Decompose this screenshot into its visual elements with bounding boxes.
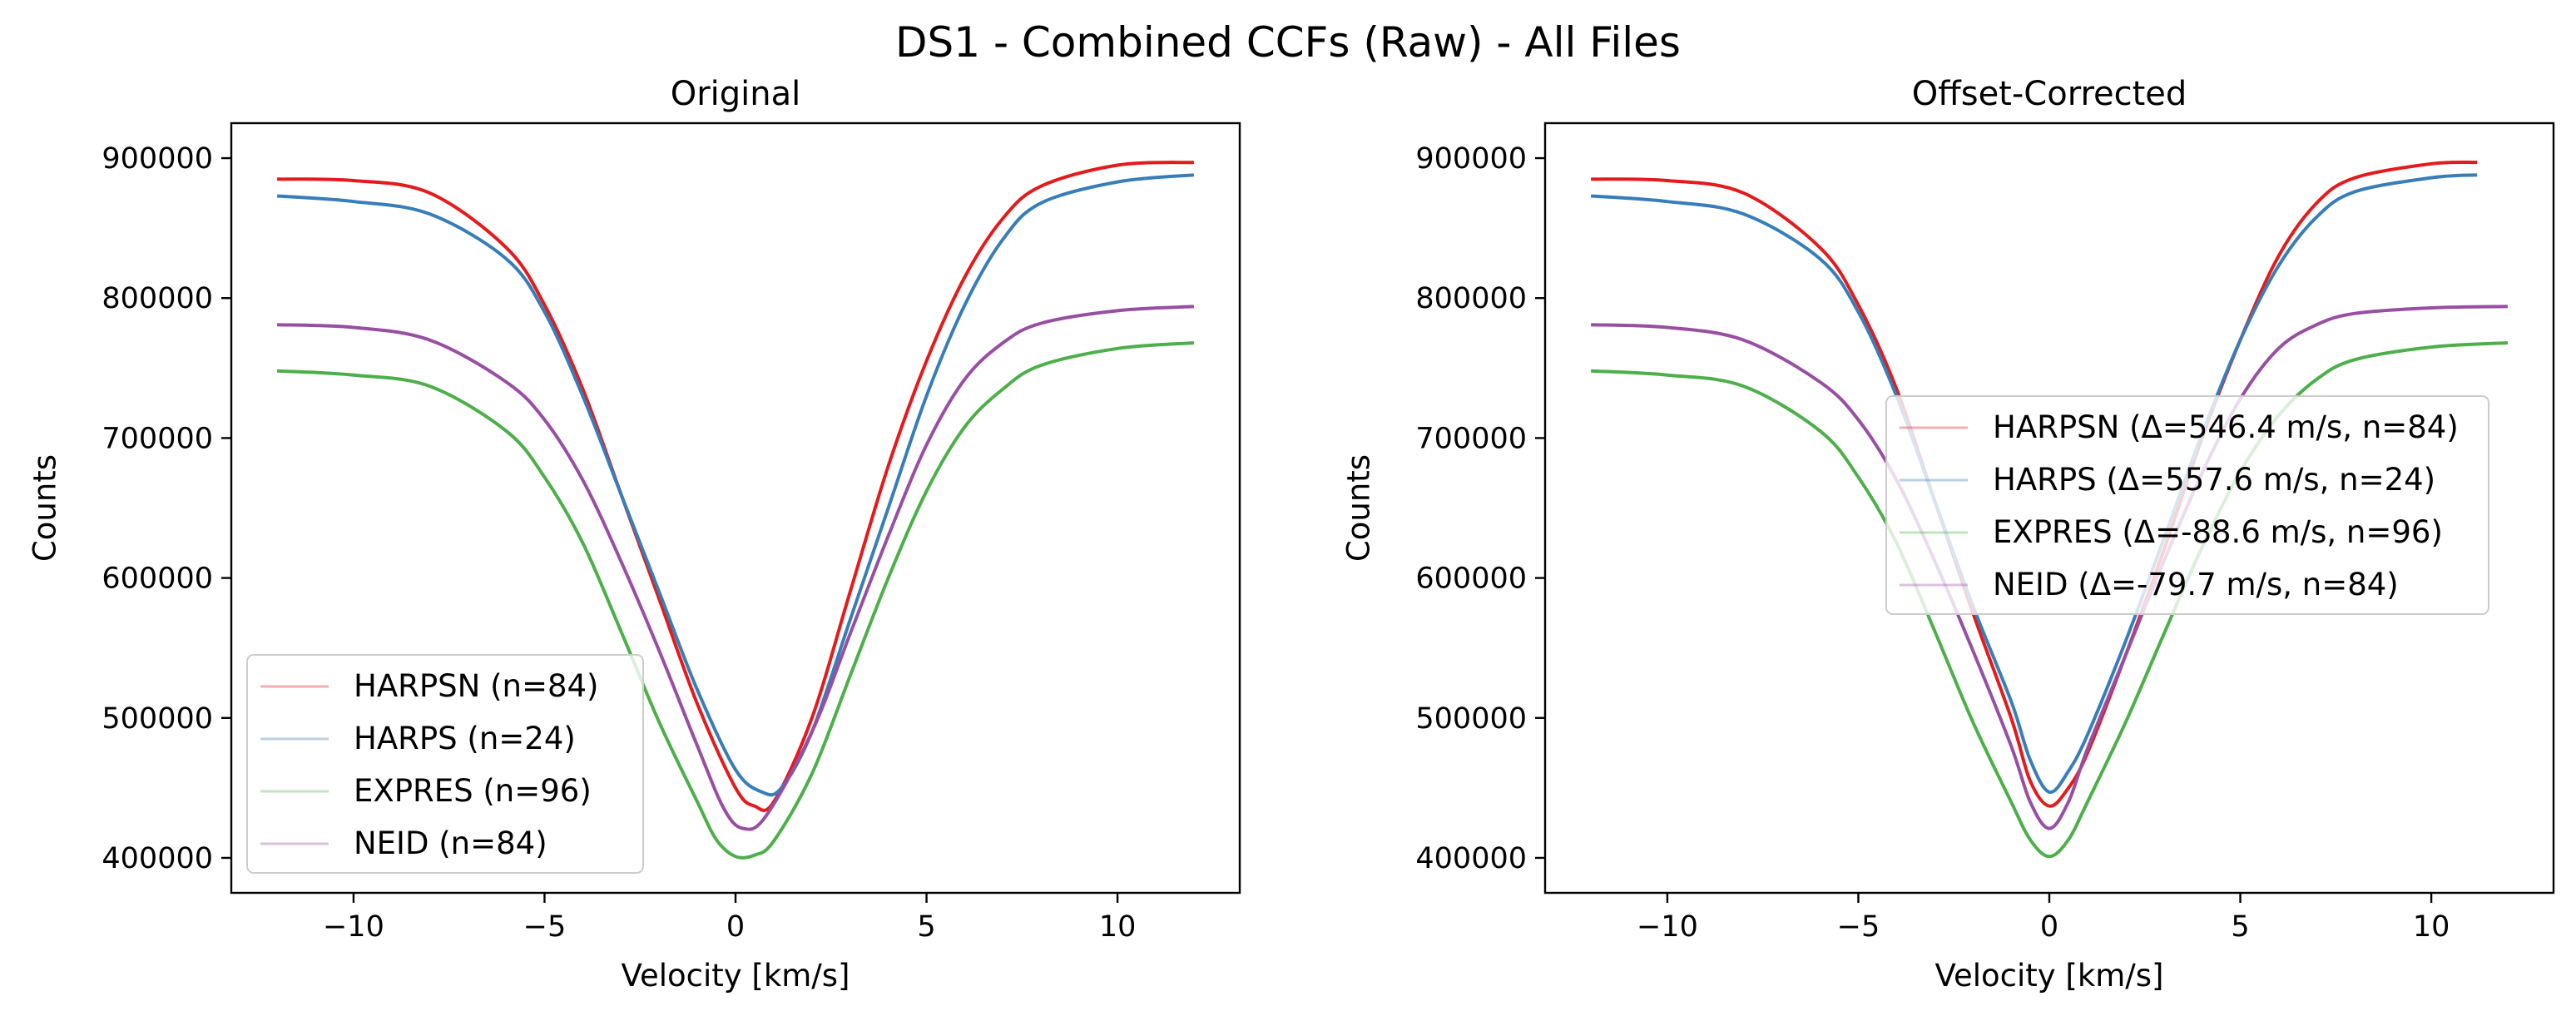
y-tick-label: 900000 [102,142,213,176]
legend-label: EXPRES (Δ=-88.6 m/s, n=96) [1993,514,2443,550]
series-lines [276,161,1195,860]
x-tick-label: 10 [2413,910,2450,944]
figure-suptitle: DS1 - Combined CCFs (Raw) - All Files [895,18,1681,67]
y-axis-label: Counts [1341,454,1377,562]
y-tick-label: 500000 [102,702,213,736]
series-line-harps [1590,173,2478,794]
y-tick-label: 600000 [102,563,213,596]
x-axis-label: Velocity [km/s] [1935,958,2164,994]
legend-label: HARPSN (n=84) [354,668,598,704]
x-tick-label: −10 [323,910,384,944]
x-tick-label: −10 [1637,910,1698,944]
legend: HARPSN (Δ=546.4 m/s, n=84) HARPS (Δ=557.6… [1885,395,2489,615]
legend-label: EXPRES (n=96) [354,773,592,809]
y-axis-label: Counts [27,454,63,562]
legend-label: NEID (n=84) [354,825,547,861]
legend-label: HARPSN (Δ=546.4 m/s, n=84) [1993,409,2459,445]
legend-label: HARPS (n=24) [354,721,576,756]
series-line-expres [276,341,1195,860]
x-tick-label: 0 [2040,910,2058,944]
legend-label: HARPS (Δ=557.6 m/s, n=24) [1993,462,2435,498]
series-line-neid [277,305,1195,831]
series-line-neid [1591,305,2508,830]
series-line-harpsn [1591,160,2478,808]
legend: HARPSN (n=84) HARPS (n=24) EXPRES (n=96) NE… [246,654,644,874]
x-tick-label: −5 [1837,910,1880,944]
y-tick-label: 900000 [1415,142,1527,176]
x-tick-label: 5 [917,910,935,944]
x-tick-label: 10 [1099,910,1137,944]
x-axis-label: Velocity [km/s] [622,958,850,994]
y-tick-label: 800000 [1415,282,1527,315]
axes-title: Original [671,75,801,113]
x-tick-label: 0 [726,910,745,944]
y-tick-label: 700000 [102,422,213,455]
y-tick-label: 400000 [102,842,213,875]
legend-label: NEID (Δ=-79.7 m/s, n=84) [1993,567,2399,602]
x-tick-label: −5 [523,910,567,944]
series-line-harpsn [277,161,1194,812]
x-tick-label: 5 [2231,910,2249,944]
panel-original: Original −10 −5 0 5 10 400000 500000 600000 70000… [27,75,1241,994]
y-tick-label: 800000 [102,282,213,315]
y-tick-label: 500000 [1415,702,1527,736]
legend-box [246,654,644,874]
series-line-harps [276,173,1195,797]
panel-offset-corrected: Offset-Corrected −10 −5 0 5 10 400000 500000 600… [1341,75,2555,994]
y-tick-label: 400000 [1415,842,1527,875]
y-tick-label: 700000 [1415,422,1527,455]
y-tick-label: 600000 [1415,563,1527,596]
legend-box [1885,395,2489,615]
axes-title: Offset-Corrected [1912,75,2187,113]
